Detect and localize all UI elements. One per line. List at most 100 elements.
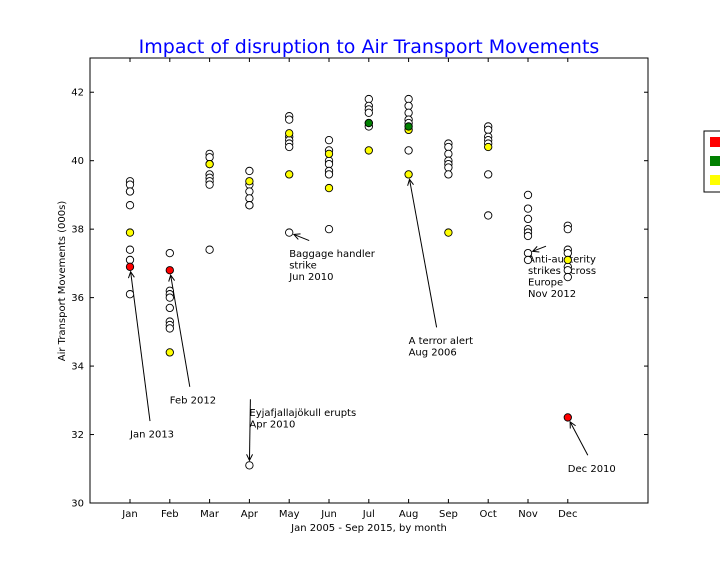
annotation-text: Europe [528,278,563,289]
data-point-normal [404,94,413,104]
annotation-arrow [130,271,151,422]
data-point-normal [205,180,214,189]
x-axis-label: Jan 2005 - Sep 2015, by month [290,523,447,534]
data-point-normal [324,170,334,179]
data-point-yellow [324,183,334,193]
data-point-normal [125,187,135,196]
legend-swatch-green [710,156,720,166]
annotation-text: Dec 2010 [568,464,616,475]
annotation-text: Anti-austerity [528,255,596,266]
annotation-text: Nov 2012 [528,289,576,300]
arrow-head [407,178,414,186]
annotation-text: A terror alert [409,336,473,347]
data-point-normal [523,248,533,258]
data-point-yellow [444,228,453,237]
y-tick-label: 34 [71,362,84,373]
data-point-yellow [484,142,493,152]
arrow-head [246,454,254,462]
annotation: Jan 2013 [127,270,174,441]
data-point-normal [125,290,135,299]
data-point-normal [484,170,493,179]
y-tick-label: 42 [71,88,84,99]
arrow-head [168,274,176,282]
data-point-red [165,266,174,275]
annotation: Dec 2010 [568,420,616,475]
data-point-normal [324,225,334,234]
data-point-yellow [563,255,572,265]
legend-swatch-yellow [710,175,720,185]
legend [703,130,720,193]
data-point-normal [523,204,533,213]
y-tick-label: 30 [71,499,84,510]
data-point-normal [165,303,174,313]
annotation-text: Jan 2013 [129,430,174,441]
data-point-yellow [404,170,413,179]
data-point-normal [364,108,373,117]
data-point-normal [444,163,453,172]
data-point-normal [444,142,453,152]
data-point-normal [165,293,174,302]
x-tick-label: Jul [362,509,375,520]
data-point-yellow [324,149,334,158]
annotation-text: Eyjafjallajökull erupts [249,408,356,419]
data-point-normal [245,461,254,470]
data-point-yellow [125,228,135,237]
x-tick-label: Apr [241,509,259,520]
y-tick-label: 32 [71,430,84,441]
data-point-normal [324,159,334,169]
data-point-normal [563,225,572,234]
data-point-normal [404,146,413,155]
annotation-arrow [248,399,251,461]
data-point-normal [285,228,294,237]
data-point-normal [523,255,533,265]
legend-swatch-red [710,137,720,147]
x-tick-label: Mar [200,509,220,520]
y-tick-label: 40 [71,156,84,167]
data-point-red [125,262,135,271]
x-tick-label: Aug [399,509,419,520]
chart-title: Impact of disruption to Air Transport Mo… [139,36,600,58]
annotation-arrow [532,245,547,252]
x-tick-label: Jun [320,509,337,520]
data-point-normal [245,166,254,176]
data-point-normal [125,180,135,189]
data-point-normal [285,115,294,124]
data-point-normal [245,194,254,203]
data-point-normal [205,153,214,162]
annotation-text: Jun 2010 [288,272,333,283]
data-point-normal [404,101,413,111]
data-point-normal [165,324,174,333]
arrow-head [569,420,576,429]
data-point-normal [125,255,135,265]
data-point-normal [205,245,214,254]
data-point-yellow [364,146,373,155]
data-point-normal [165,248,174,258]
data-point-normal [404,108,413,117]
annotation-text: Feb 2012 [170,395,216,406]
data-point-yellow [285,129,294,138]
x-tick-label: Sep [439,509,458,520]
annotation-text: strike [289,261,317,272]
x-tick-label: Feb [161,509,179,520]
arrow-head [127,270,135,279]
data-point-normal [444,149,453,158]
data-point-normal [523,190,533,200]
annotation-text: Baggage handler [289,249,376,260]
data-point-normal [444,170,453,179]
x-tick-label: Dec [558,509,577,520]
annotation-text: Apr 2010 [249,419,295,430]
x-tick-label: May [279,509,300,520]
data-point-yellow [245,177,254,186]
data-point-yellow [285,170,294,179]
arrow-head [292,233,301,240]
annotation-text: Aug 2006 [409,347,457,358]
annotation-arrow [569,421,589,456]
data-point-normal [484,125,493,135]
data-point-red [563,413,572,422]
data-point-normal [245,201,254,210]
annotation-arrow [409,179,438,328]
y-tick-label: 38 [71,225,84,236]
